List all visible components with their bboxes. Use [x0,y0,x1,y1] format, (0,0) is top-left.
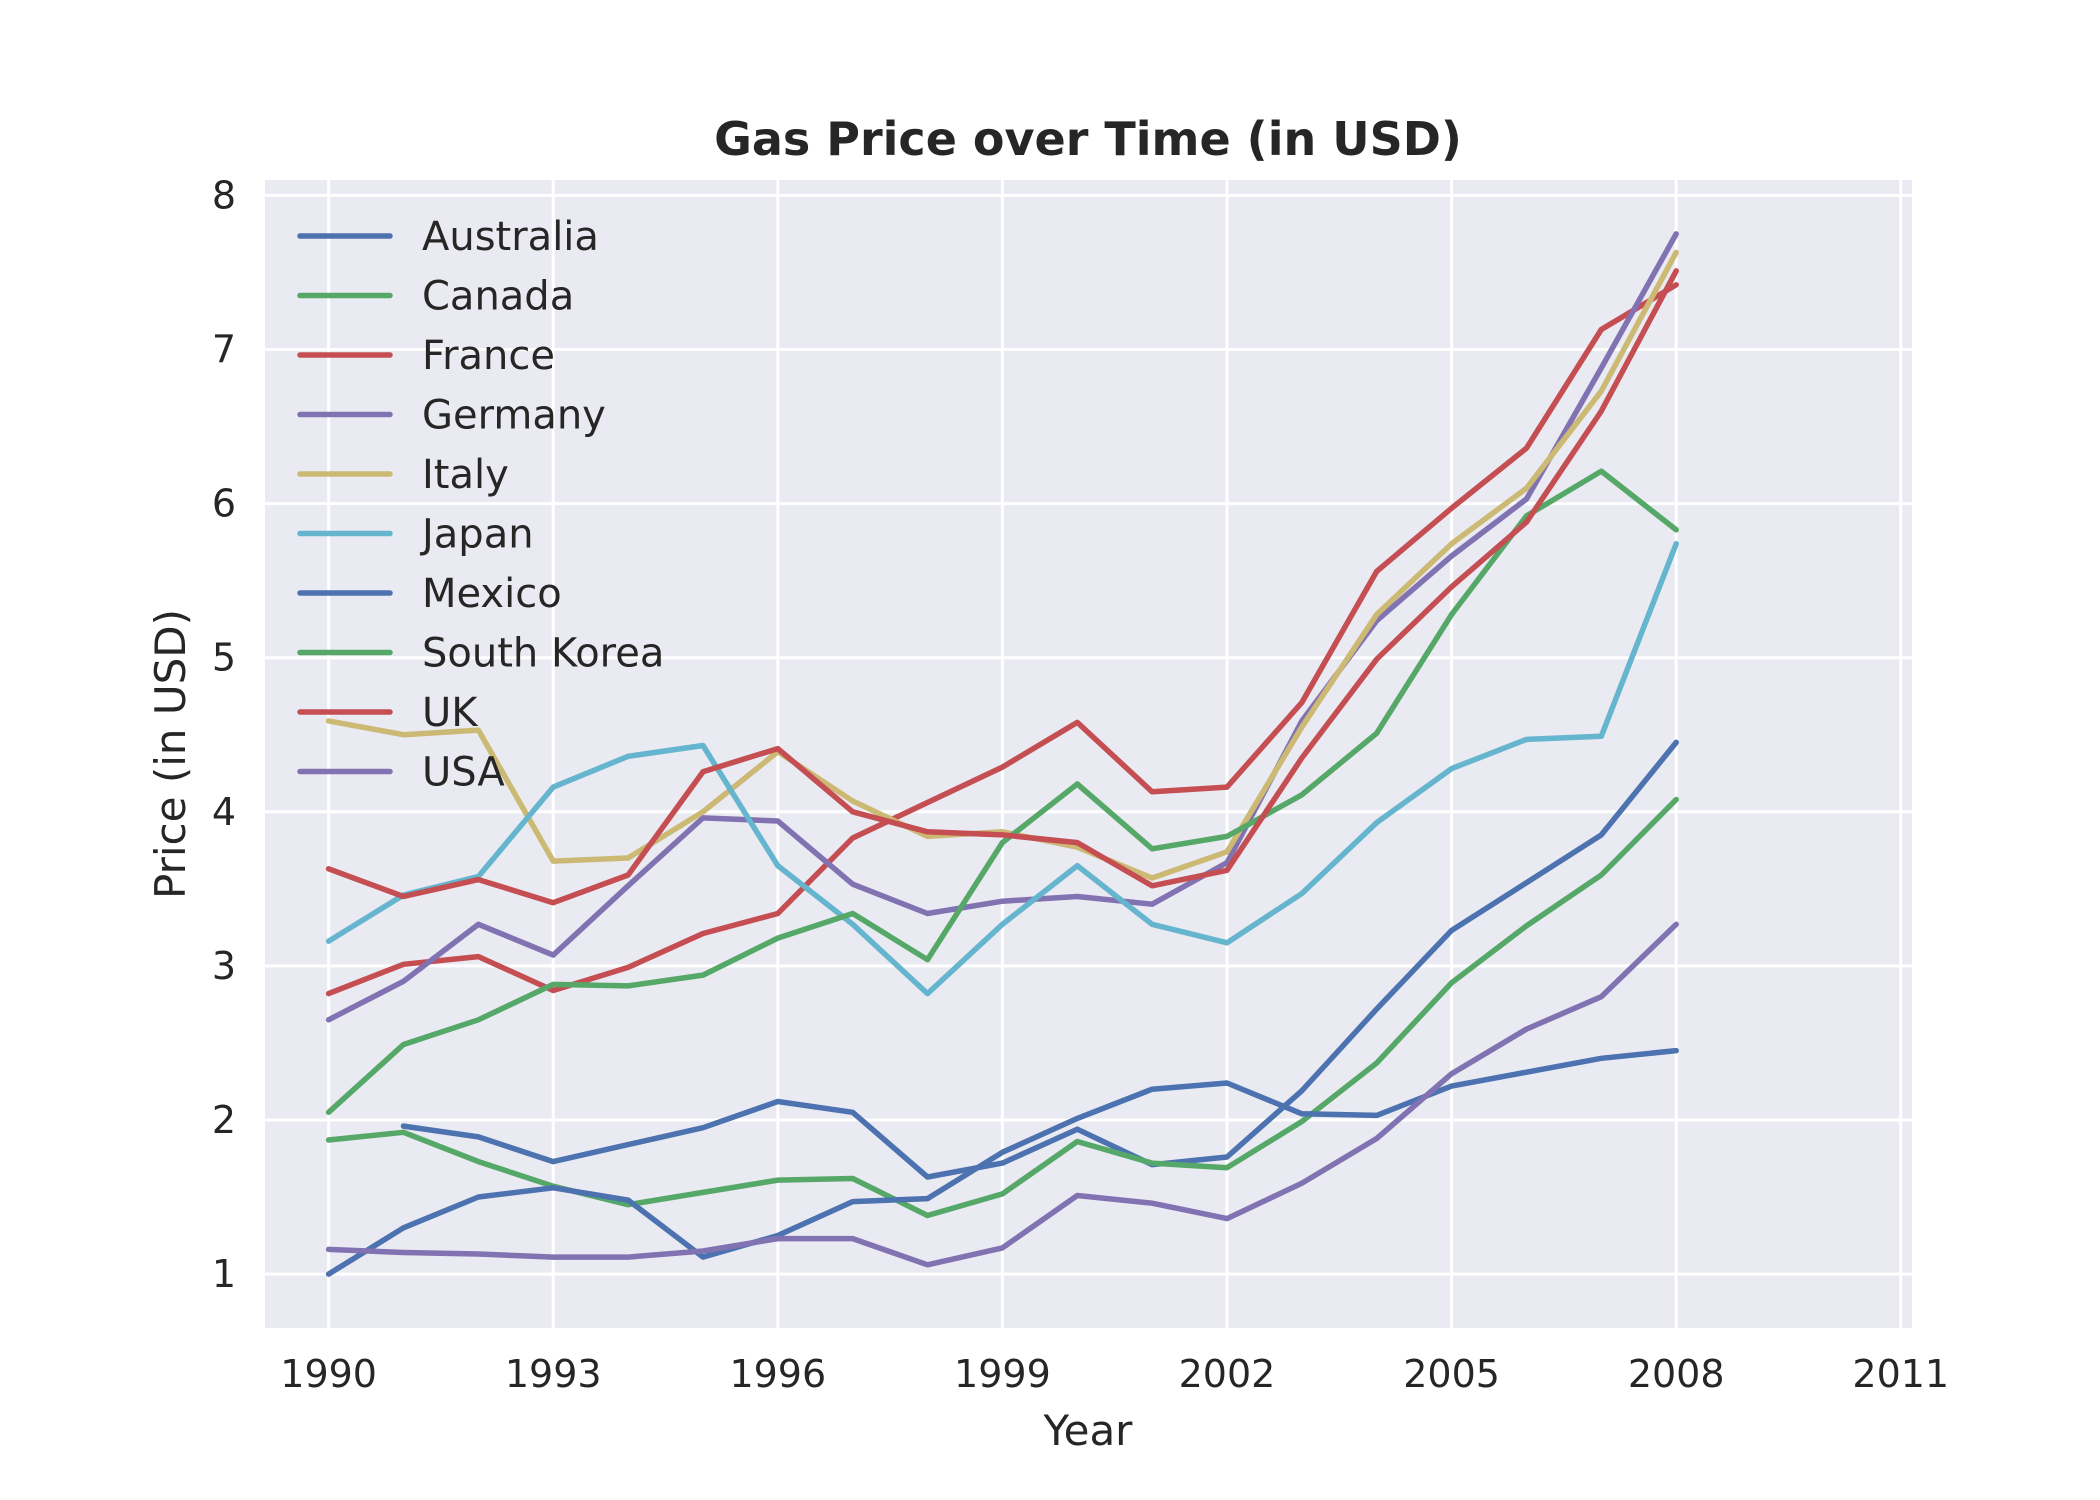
series-line-usa [325,921,1679,1268]
series-line-japan [325,540,1679,997]
series-line-italy [325,249,1679,881]
series-line-germany [325,231,1679,1023]
legend-label-italy: Italy [422,452,509,498]
x-tick-label: 1996 [729,1352,826,1396]
series-line-uk [325,268,1679,906]
legend: Australia Canada France Germany Italy Japan Me… [297,214,664,796]
x-axis-label: Year [1043,1406,1134,1455]
y-tick-label: 7 [212,328,236,372]
legend-label-japan: Japan [419,512,534,558]
series-line-australia [400,739,1679,1180]
x-tick-label: 1993 [505,1352,602,1396]
legend-label-germany: Germany [422,393,606,439]
y-tick-label: 2 [212,1098,236,1142]
x-tick-label: 2002 [1179,1352,1276,1396]
legend-label-uk: UK [422,690,479,736]
x-tick-label: 1999 [954,1352,1051,1396]
x-tick-label: 2008 [1628,1352,1725,1396]
grid [265,180,1912,1328]
y-axis-ticks: 1 2 3 4 5 6 7 8 [212,173,236,1296]
x-tick-label: 2011 [1852,1352,1949,1396]
y-tick-label: 3 [212,944,236,988]
legend-label-mexico: Mexico [422,571,562,617]
legend-label-france: France [422,333,555,379]
x-tick-label: 2005 [1403,1352,1500,1396]
y-tick-label: 5 [212,636,236,680]
legend-label-australia: Australia [422,214,599,260]
series-lines [325,231,1679,1277]
series-line-mexico [325,1047,1679,1277]
legend-label-south-korea: South Korea [422,631,664,677]
y-tick-label: 8 [212,173,236,217]
y-axis-label: Price (in USD) [146,609,195,899]
series-line-south-korea [325,468,1679,1116]
y-tick-label: 1 [212,1252,236,1296]
x-tick-label: 1990 [280,1352,377,1396]
chart-title: Gas Price over Time (in USD) [714,112,1462,166]
legend-label-usa: USA [422,750,505,796]
series-line-france [325,282,1679,997]
y-tick-label: 6 [212,482,236,526]
legend-label-canada: Canada [422,274,574,320]
y-tick-label: 4 [212,790,236,834]
x-axis-ticks: 1990 1993 1996 1999 2002 2005 2008 2011 [280,1352,1949,1396]
